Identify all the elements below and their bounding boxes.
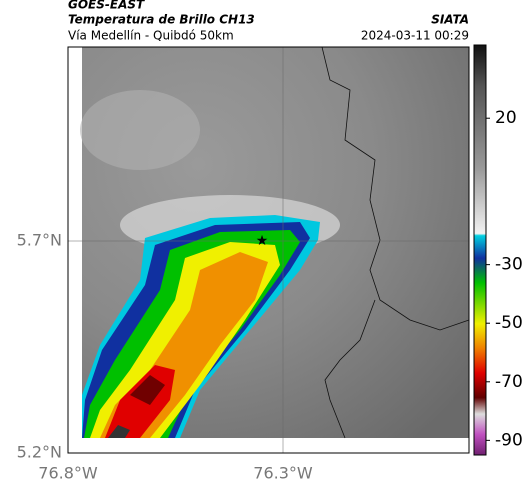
colorbar-tick-label: -90 <box>495 430 523 450</box>
svg-text:★: ★ <box>256 233 269 249</box>
lat-label: 5.2°N <box>17 443 62 462</box>
source: SIATA <box>431 13 469 27</box>
colorbar: 20 -30 -50 -70 -90 <box>473 44 523 456</box>
datetime: 2024-03-11 00:29 <box>361 29 469 43</box>
lat-label: 5.7°N <box>17 231 62 250</box>
lon-label: 76.8°W <box>38 464 98 483</box>
colorbar-tick-label: 20 <box>495 108 517 128</box>
map-axes: 5.7°N 5.2°N 76.8°W 76.3°W <box>17 231 313 483</box>
title: GOES-EAST <box>68 0 145 12</box>
subtitle: Temperatura de Brillo CH13 <box>68 13 255 27</box>
colorbar-tick-label: -50 <box>495 313 523 333</box>
lon-label: 76.3°W <box>253 464 313 483</box>
colorbar-tick-label: -30 <box>495 255 523 275</box>
colorbar-tick-label: -70 <box>495 372 523 392</box>
header: GOES-EAST Temperatura de Brillo CH13 SIA… <box>68 0 469 27</box>
map-field: ★ <box>67 46 470 454</box>
location: Vía Medellín - Quibdó 50km <box>68 29 234 43</box>
